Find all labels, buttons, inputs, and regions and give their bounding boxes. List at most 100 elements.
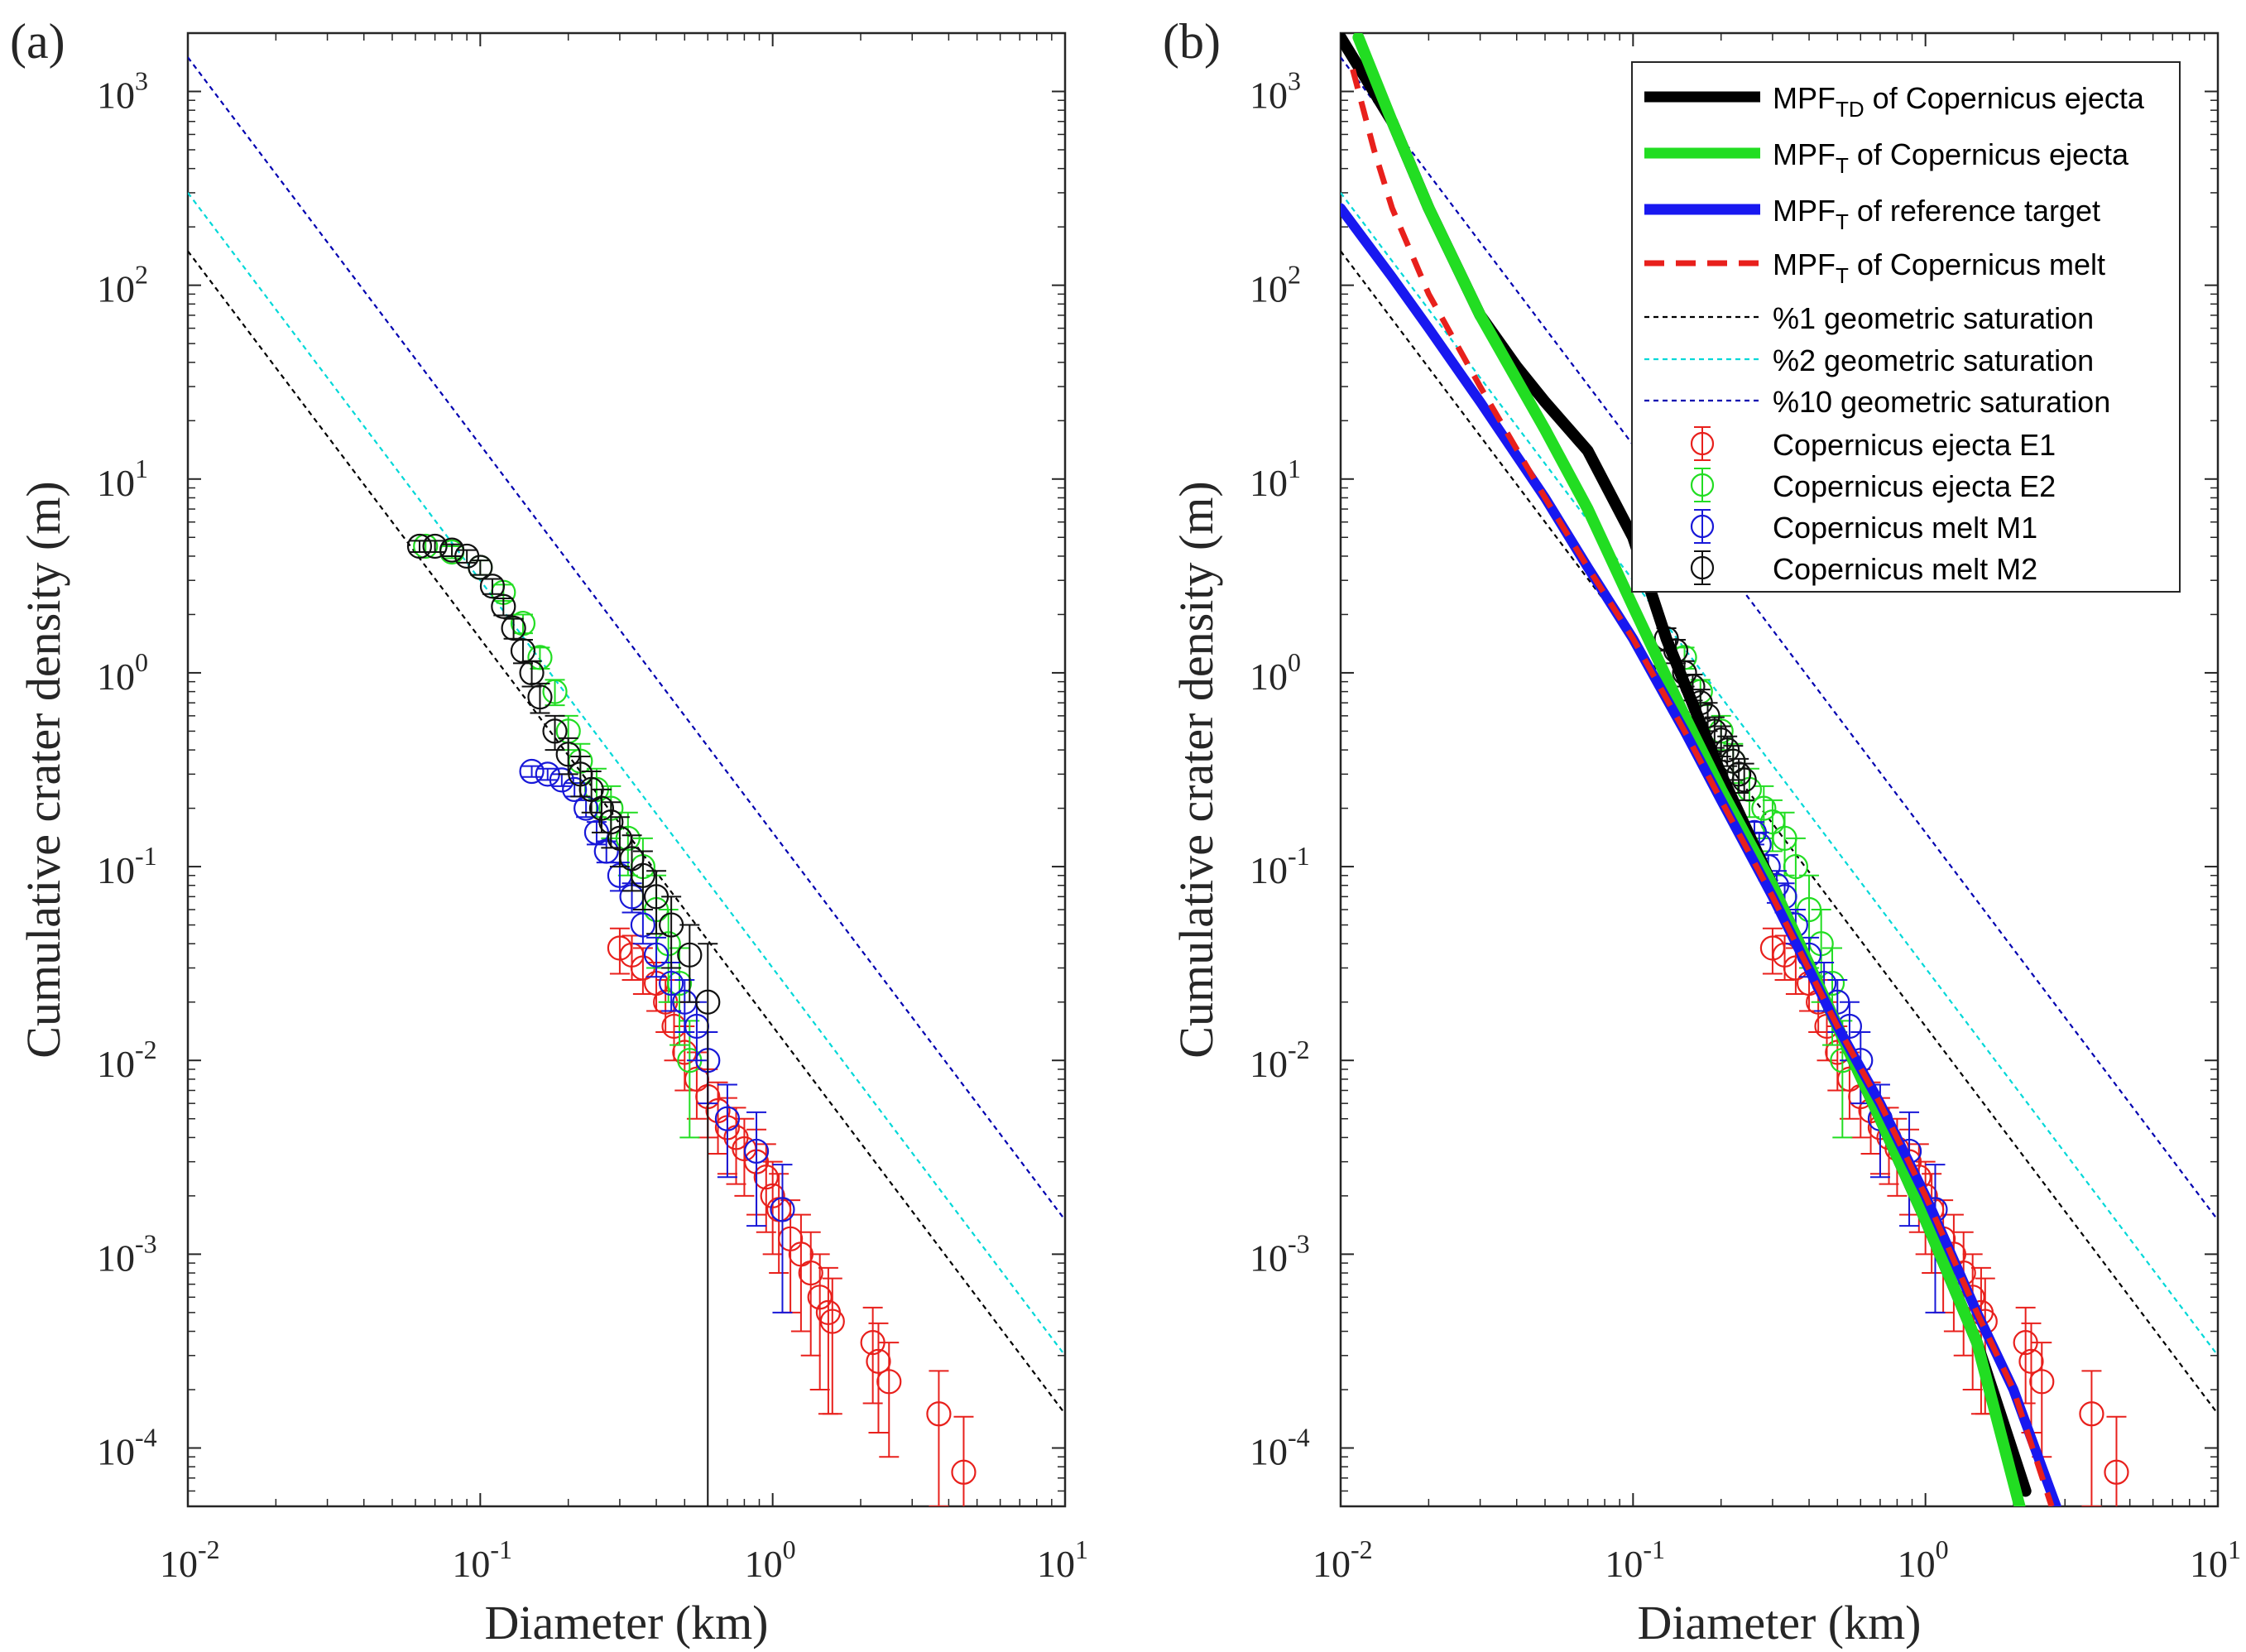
y-tick-label: 101 (1250, 454, 1301, 504)
saturation-line (188, 56, 1065, 1221)
saturation-line (188, 192, 1065, 1357)
data-point (951, 1459, 977, 1485)
legend-label: MPFTD of Copernicus ejecta (1773, 81, 2145, 122)
data-point (527, 684, 553, 710)
x-tick-label: 100 (1898, 1534, 1949, 1585)
fit-line-1 (1352, 33, 2026, 1506)
legend-entry: Copernicus ejecta E2 (1690, 468, 2056, 503)
x-tick-label: 101 (2190, 1534, 2241, 1585)
data-point (413, 533, 439, 559)
y-tick-label: 10-1 (1250, 841, 1310, 891)
y-tick-label: 10-2 (97, 1035, 157, 1085)
data-point (2079, 1401, 2104, 1427)
data-point (549, 767, 574, 793)
data-point (422, 533, 448, 559)
y-tick-label: 10-2 (1250, 1035, 1310, 1085)
legend-label: %2 geometric saturation (1773, 343, 2094, 377)
panel-label: (b) (1163, 14, 1221, 69)
legend-label: MPFT of Copernicus ejecta (1773, 137, 2129, 178)
legend-label: MPFT of reference target (1773, 194, 2100, 234)
data-point (677, 942, 703, 968)
data-point (510, 638, 536, 664)
plot-area (188, 56, 1065, 1506)
data-point (527, 645, 553, 670)
y-tick-label: 10-4 (97, 1423, 157, 1473)
legend-entry: %1 geometric saturation (1644, 301, 2094, 335)
legend-entry: %2 geometric saturation (1644, 343, 2094, 377)
x-tick-label: 101 (1037, 1534, 1088, 1585)
data-point (519, 758, 545, 785)
series-copernicus-melt-m1 (519, 758, 795, 1313)
y-tick-label: 100 (97, 647, 148, 698)
legend-entry: Copernicus melt M2 (1690, 550, 2037, 586)
fit-line-3 (1350, 68, 2055, 1506)
y-tick-label: 102 (1250, 260, 1301, 310)
data-point (588, 795, 615, 821)
legend-entry: Copernicus ejecta E1 (1690, 426, 2056, 462)
legend-entry: MPFTD of Copernicus ejecta (1644, 81, 2145, 122)
legend-label: Copernicus melt M1 (1773, 511, 2037, 545)
legend-label: Copernicus ejecta E2 (1773, 469, 2056, 503)
data-point (2029, 1369, 2055, 1395)
data-point (593, 838, 619, 864)
data-point (630, 862, 655, 888)
y-tick-label: 103 (1250, 65, 1301, 116)
y-tick-label: 10-4 (1250, 1423, 1310, 1473)
legend-entry: MPFT of Copernicus melt (1644, 247, 2105, 288)
x-tick-label: 100 (745, 1534, 796, 1585)
y-tick-label: 100 (1250, 647, 1301, 698)
legend-label: %1 geometric saturation (1773, 301, 2094, 335)
data-point (542, 718, 568, 744)
data-point (1731, 767, 1757, 793)
legend-entry: MPFT of reference target (1644, 194, 2100, 234)
legend-marker (1690, 473, 1715, 497)
y-tick-label: 103 (97, 65, 148, 116)
legend-label: %10 geometric saturation (1773, 385, 2110, 419)
legend-entry: %10 geometric saturation (1644, 385, 2110, 419)
data-point (770, 1197, 795, 1222)
legend-entry: MPFT of Copernicus ejecta (1644, 137, 2129, 178)
x-axis-title: Diameter (km) (484, 1596, 768, 1650)
axes-box (186, 31, 1067, 1508)
data-point (659, 970, 684, 996)
legend-label: MPFT of Copernicus melt (1773, 247, 2105, 288)
saturation-line (1341, 250, 2218, 1414)
data-point (555, 742, 581, 767)
x-tick-label: 10-1 (452, 1534, 512, 1585)
legend-entry: Copernicus melt M1 (1690, 509, 2037, 545)
saturation-line (1341, 192, 2218, 1357)
series-copernicus-ejecta-e2 (413, 533, 703, 1139)
y-axis-title: Cumulative crater density (m) (17, 481, 70, 1058)
series-copernicus-melt-m2 (406, 533, 721, 1506)
data-point (598, 809, 624, 835)
data-point (2018, 1348, 2044, 1374)
data-point (542, 679, 568, 704)
axes-box (1339, 31, 2220, 1508)
y-tick-label: 102 (97, 260, 148, 310)
data-point (760, 1183, 785, 1208)
data-point (643, 942, 669, 968)
legend-marker (1690, 555, 1715, 580)
legend: MPFTD of Copernicus ejecta MPFT of Copern… (1631, 61, 2181, 593)
legend-marker (1690, 514, 1715, 539)
data-point (666, 970, 693, 996)
data-point (562, 776, 588, 802)
x-tick-label: 10-2 (1313, 1534, 1373, 1585)
panel-label: (a) (10, 14, 65, 69)
data-point (2104, 1459, 2129, 1485)
data-point (519, 660, 545, 686)
x-tick-label: 10-2 (160, 1534, 220, 1585)
saturation-line (188, 250, 1065, 1414)
data-point (876, 1369, 902, 1395)
legend-label: Copernicus melt M2 (1773, 552, 2037, 586)
y-tick-label: 10-3 (97, 1228, 157, 1279)
data-point (807, 1285, 833, 1310)
data-point (714, 1106, 741, 1131)
panel-b: (b) 10-2 10-1 100 101 10-4 10-3 10-2 10-1 100 101 1… (1163, 14, 2241, 1650)
data-point (406, 533, 433, 559)
x-tick-label: 10-1 (1605, 1534, 1665, 1585)
data-point (798, 1260, 823, 1286)
x-axis-title: Diameter (km) (1637, 1596, 1921, 1650)
data-point (753, 1165, 779, 1190)
